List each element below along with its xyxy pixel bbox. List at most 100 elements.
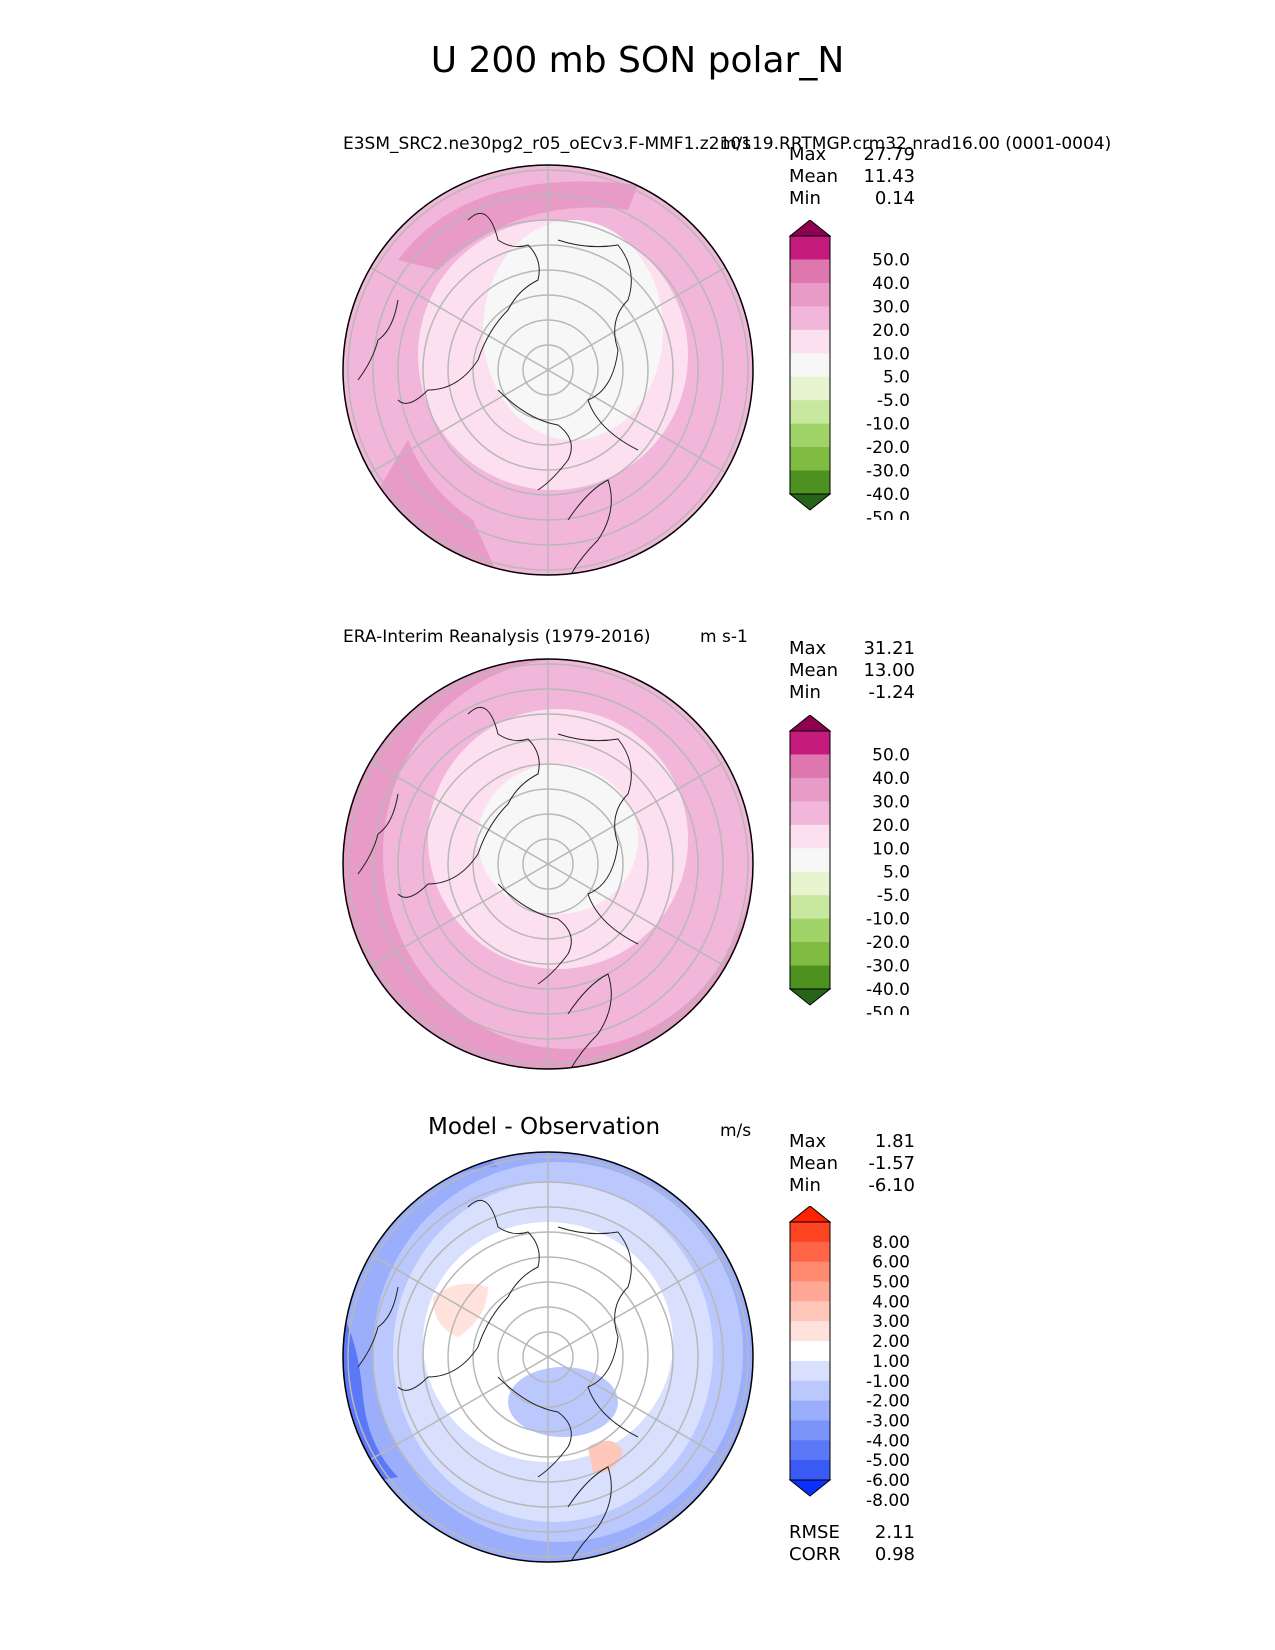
colorbar-tick-label: -30.0 [866, 957, 910, 977]
colorbar-tick-label: -10.0 [866, 415, 910, 435]
colorbar-segment [790, 400, 830, 425]
colorbar-tick-label: -8.00 [866, 1491, 910, 1506]
colorbar-segment [790, 1301, 830, 1322]
colorbar-segment [790, 353, 830, 378]
colorbar-tick-label: -5.00 [866, 1451, 910, 1471]
map-boundary [342, 164, 754, 576]
panel1-stat-value: 27.79 [863, 144, 915, 165]
colorbar-tick-label: -2.00 [866, 1392, 910, 1412]
colorbar-tick-label: 5.00 [872, 1273, 910, 1293]
colorbar-tick-label: 4.00 [872, 1292, 910, 1312]
colorbar-segment [790, 1281, 830, 1302]
colorbar-segment [790, 376, 830, 401]
colorbar-tick-label: 30.0 [872, 792, 910, 812]
panel3-stat-label: Mean [789, 1153, 839, 1174]
panel1-units: m/s [720, 134, 752, 154]
colorbar-frame [789, 235, 831, 495]
coastlines [357, 706, 639, 1069]
coastlines [357, 212, 639, 575]
diff-positive [433, 1283, 488, 1337]
colorbar-tick-label: -50.0 [866, 1003, 910, 1015]
colorbar-tick-label: 50.0 [872, 745, 910, 765]
colorbar-segment [790, 754, 830, 779]
panel2-stat-label: Mean [789, 660, 839, 681]
colorbar-segment [790, 824, 830, 849]
panel3-stat-label: Min [789, 1175, 821, 1196]
colorbar-extend-max [788, 715, 832, 732]
colorbar-segment [790, 731, 830, 755]
map-test [342, 164, 754, 576]
colorbar-tick-label: 10.0 [872, 839, 910, 859]
colorbar-segment [790, 1400, 830, 1421]
colorbar-frame [789, 1221, 831, 1481]
colorbar-segment [790, 1380, 830, 1402]
colorbar-segment [790, 1241, 830, 1263]
colorbar-segment [790, 423, 830, 448]
colorbar-tick-label: -50.0 [866, 508, 910, 520]
colorbar-segment [790, 1440, 830, 1461]
colorbar-tick-label: 8.00 [872, 1233, 910, 1253]
panel1-stat-label: Min [789, 188, 821, 209]
colorbar-tick-label: 20.0 [872, 321, 910, 341]
latitude-grid [347, 659, 749, 1069]
panel1-stat-value: 0.14 [874, 188, 915, 209]
latitude-grid [347, 165, 749, 575]
colorbar-tick-label: 2.00 [872, 1332, 910, 1352]
corr-label: CORR [789, 1544, 841, 1565]
colorbar-tick-label: -3.00 [866, 1411, 910, 1431]
colorbar-segment [790, 871, 830, 896]
colorbar-tick-label: -20.0 [866, 438, 910, 458]
colorbar-tick-label: 10.0 [872, 344, 910, 364]
colorbar-tick-label: -30.0 [866, 462, 910, 482]
colorbar-segment [790, 447, 830, 472]
rmse-value: 2.11 [874, 1522, 915, 1543]
colorbar-segment [790, 801, 830, 826]
colorbar-segment [790, 1261, 830, 1283]
colorbar-extend-max [788, 220, 832, 237]
colorbar-tick-label: 6.00 [872, 1253, 910, 1273]
colorbar-segment [790, 777, 830, 802]
panel3-units: m/s [720, 1121, 752, 1141]
colorbar-segment [790, 306, 830, 331]
colorbar-tick-label: 1.00 [872, 1352, 910, 1372]
field-band-calm [478, 764, 638, 914]
colorbar-tick-label: 40.0 [872, 274, 910, 294]
colorbar-tick-label: 5.0 [883, 863, 910, 883]
colorbar-tick-label: 5.0 [883, 368, 910, 388]
colorbar-frame [789, 730, 831, 990]
panel2-stat-value: 13.00 [863, 660, 915, 681]
colorbar-tick-label: -20.0 [866, 933, 910, 953]
panel2-stat-label: Max [789, 638, 827, 659]
map-difference [342, 1151, 754, 1563]
panel3-stat-value: -1.57 [868, 1153, 915, 1174]
colorbar-segment [790, 470, 830, 495]
colorbar-segment [790, 1222, 830, 1243]
colorbar-segment [790, 282, 830, 307]
colorbar-segment [790, 895, 830, 920]
map-boundary [342, 658, 754, 1070]
panel1-stat-value: 11.43 [863, 166, 915, 187]
panel3-stat-value: -6.10 [868, 1175, 915, 1196]
colorbar-tick-label: 50.0 [872, 250, 910, 270]
panel2-title: ERA-Interim Reanalysis (1979-2016) [343, 627, 651, 647]
panel1-title: E3SM_SRC2.ne30pg2_r05_oECv3.F-MMF1.z2101… [343, 134, 1112, 154]
colorbar-segment [790, 1341, 830, 1362]
colorbar-segment [790, 918, 830, 943]
colorbar-tick-label: 3.00 [872, 1312, 910, 1332]
colorbar-tick-label: -40.0 [866, 980, 910, 1000]
colorbar-segment [790, 1360, 830, 1382]
colorbar-extend-min [788, 493, 832, 511]
colorbar-tick-label: 40.0 [872, 769, 910, 789]
colorbar-segment [790, 1420, 830, 1441]
panel2-units: m s-1 [700, 627, 748, 647]
coastlines [357, 1199, 639, 1562]
colorbar-extend-max [788, 1206, 832, 1223]
panel1-stat-label: Max [789, 144, 827, 165]
colorbar-test: 50.0 40.0 30.0 20.0 10.0 5.0 -5.0 -10.0 -20.0 -30… [788, 220, 910, 520]
rmse-label: RMSE [789, 1522, 840, 1543]
colorbar-tick-label: -10.0 [866, 910, 910, 930]
colorbar-segment [790, 1460, 830, 1481]
panel2-stat-value: -1.24 [868, 682, 915, 703]
panel3-stat-label: Max [789, 1131, 827, 1152]
colorbar-segment [790, 236, 830, 260]
